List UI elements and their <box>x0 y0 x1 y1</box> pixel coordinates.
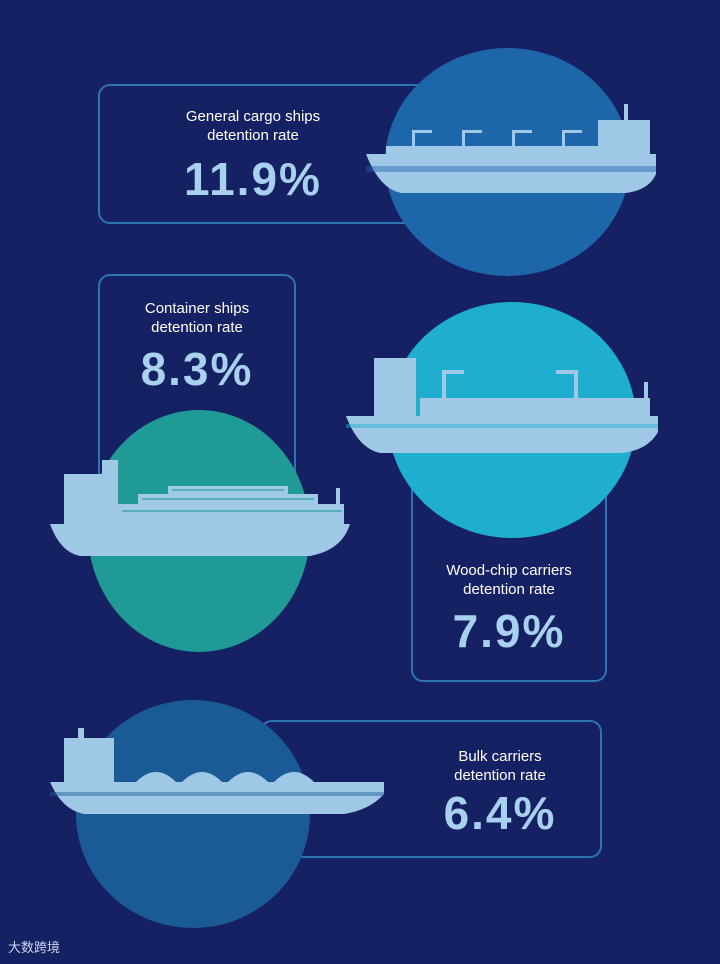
container-label: Container ships detention rate <box>144 300 250 336</box>
bulk-value: 6.4% <box>443 787 557 839</box>
bulk-label: Bulk carriers detention rate <box>454 748 546 784</box>
general-cargo-label: General cargo ships detention rate <box>185 108 321 144</box>
container-value: 8.3% <box>140 343 254 395</box>
wood-chip-value: 7.9% <box>452 605 566 657</box>
wood-chip-label: Wood-chip carriers detention rate <box>446 562 572 598</box>
bulk-carrier-ship-icon <box>50 728 384 814</box>
watermark-text: 大数跨境 <box>8 941 61 956</box>
container-ship-icon <box>50 460 350 556</box>
wood-chip-ship-icon <box>346 358 658 453</box>
general-cargo-ship-icon <box>366 104 656 193</box>
general-cargo-value: 11.9% <box>184 153 322 205</box>
